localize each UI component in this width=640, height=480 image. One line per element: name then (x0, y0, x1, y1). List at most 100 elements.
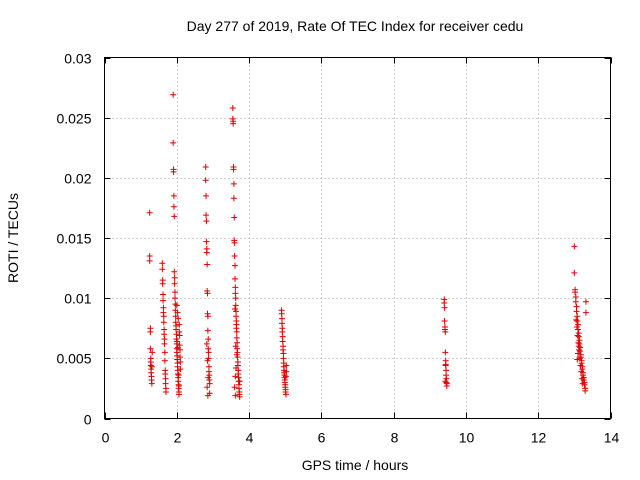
y-tick-label: 0 (84, 412, 92, 428)
data-point (575, 343, 582, 350)
data-point (231, 384, 238, 391)
data-point (176, 321, 183, 328)
data-point (230, 166, 237, 173)
data-point (204, 290, 211, 297)
data-point (203, 212, 210, 219)
data-point (161, 349, 168, 356)
data-point (574, 350, 581, 357)
data-point (231, 305, 238, 312)
data-point (577, 354, 584, 361)
data-point (160, 291, 167, 298)
data-point (162, 389, 169, 396)
data-point (161, 340, 168, 347)
y-tick-label: 0.01 (64, 291, 91, 307)
data-point (177, 358, 184, 365)
x-tick-labels: 0 2 4 6 8 10 12 14 (102, 430, 620, 446)
data-point (576, 355, 583, 362)
data-point (203, 218, 210, 225)
y-tick-label: 0.005 (56, 351, 91, 367)
grid (104, 57, 611, 419)
data-point (578, 375, 585, 382)
data-point (160, 297, 167, 304)
data-point (159, 266, 166, 273)
data-point (170, 192, 177, 199)
data-point (230, 195, 237, 202)
data-point (232, 295, 239, 302)
data-point (174, 344, 181, 351)
x-tick-label: 2 (174, 430, 182, 446)
data-point (230, 120, 237, 127)
data-point (170, 168, 177, 175)
data-point (170, 91, 177, 98)
data-point (441, 304, 448, 311)
data-point (175, 372, 182, 379)
data-point (204, 384, 211, 391)
data-points (146, 91, 589, 400)
data-point (442, 349, 449, 356)
data-point (160, 319, 167, 326)
data-point (236, 393, 243, 400)
data-point (582, 298, 589, 305)
data-point (177, 366, 184, 373)
y-tick-label: 0.015 (56, 231, 91, 247)
data-point (159, 260, 166, 267)
data-point (442, 378, 449, 385)
data-point (233, 351, 240, 358)
x-tick-label: 12 (531, 430, 547, 446)
data-point (571, 243, 578, 250)
data-point (283, 368, 290, 375)
data-point (174, 338, 181, 345)
data-point (231, 262, 238, 269)
data-point (205, 336, 212, 343)
data-point (202, 164, 209, 171)
data-point (171, 295, 178, 302)
data-point (582, 387, 589, 394)
data-point (232, 392, 239, 399)
x-tick-label: 6 (318, 430, 326, 446)
data-point (572, 289, 579, 296)
data-point (236, 378, 243, 385)
data-point (572, 298, 579, 305)
y-tick-labels: 0 0.005 0.01 0.015 0.02 0.025 0.03 (56, 51, 91, 428)
data-point (204, 327, 211, 334)
data-point (172, 301, 179, 308)
data-point (574, 356, 581, 363)
data-point (232, 302, 239, 309)
data-point (232, 373, 239, 380)
x-tick-label: 4 (246, 430, 254, 446)
data-point (204, 261, 211, 268)
data-point (159, 280, 166, 287)
y-tick-label: 0.03 (64, 51, 91, 67)
y-axis-label: ROTI / TECUs (5, 193, 21, 283)
data-point (574, 332, 581, 339)
data-point (282, 391, 289, 398)
data-point (147, 345, 154, 352)
data-point (147, 328, 154, 335)
data-point (231, 239, 238, 246)
y-tick-label: 0.02 (64, 171, 91, 187)
data-point (203, 340, 210, 347)
data-point (234, 339, 241, 346)
data-point (204, 313, 211, 320)
chart-title: Day 277 of 2019, Rate Of TEC Index for r… (187, 18, 524, 34)
data-point (148, 363, 155, 370)
data-point (204, 392, 211, 399)
data-point (160, 313, 167, 320)
data-point (233, 364, 240, 371)
data-point (171, 289, 178, 296)
x-tick-label: 14 (604, 430, 620, 446)
data-point (161, 357, 168, 364)
data-point (573, 316, 580, 323)
data-point (171, 280, 178, 287)
data-point (170, 203, 177, 210)
data-point (149, 349, 156, 356)
data-point (442, 361, 449, 368)
data-point (582, 309, 589, 316)
data-point (146, 209, 153, 216)
data-point (231, 275, 238, 282)
data-point (573, 324, 580, 331)
x-axis-label: GPS time / hours (302, 457, 409, 473)
data-point (205, 349, 212, 356)
data-point (171, 268, 178, 275)
